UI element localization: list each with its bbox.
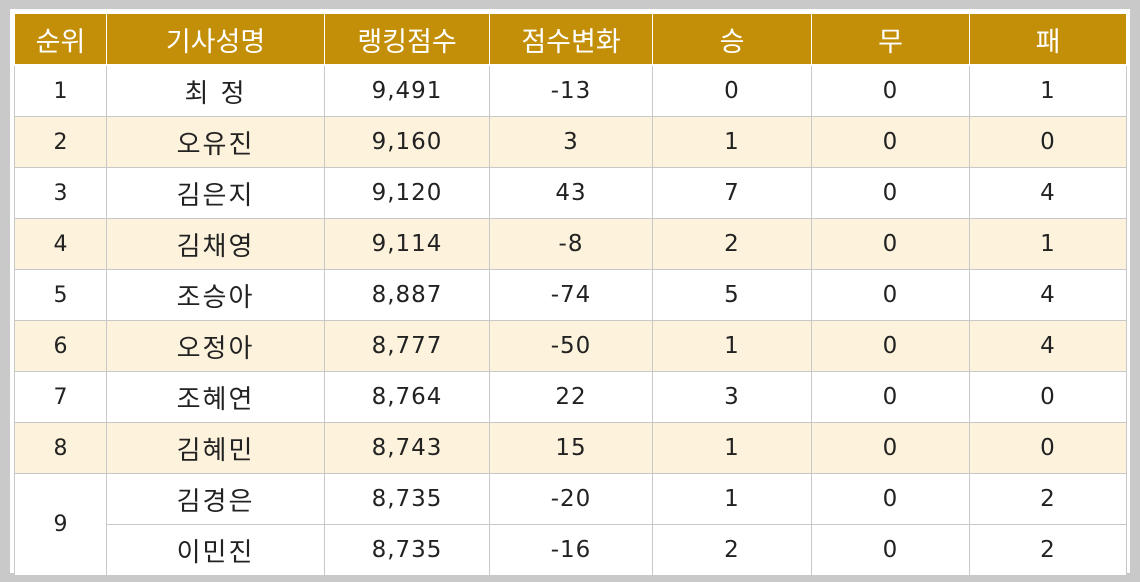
header-win: 승 [652,13,812,66]
rank-cell: 4 [14,218,107,270]
win-cell: 2 [652,218,812,270]
player-name-cell: 김혜민 [106,422,325,474]
draw-cell: 0 [811,64,970,117]
loss-cell: 4 [969,167,1127,219]
player-name-cell: 조승아 [106,269,325,321]
score-cell: 8,777 [324,320,490,372]
win-cell: 7 [652,167,812,219]
rank-cell: 6 [14,320,107,372]
table-row: 3 김은지 9,120 43 7 0 4 [14,167,1127,219]
change-cell: -13 [489,64,653,117]
rank-cell: 8 [14,422,107,474]
draw-cell: 0 [811,269,970,321]
score-cell: 8,735 [324,524,490,576]
loss-cell: 4 [969,269,1127,321]
score-cell: 8,764 [324,371,490,423]
change-cell: -74 [489,269,653,321]
header-rank: 순위 [14,13,107,66]
draw-cell: 0 [811,524,970,576]
table-row: 1 최 정 9,491 -13 0 0 1 [14,64,1127,117]
change-cell: -20 [489,473,653,525]
win-cell: 1 [652,116,812,168]
score-cell: 8,887 [324,269,490,321]
table-row: 2 오유진 9,160 3 1 0 0 [14,116,1127,168]
table-row: 5 조승아 8,887 -74 5 0 4 [14,269,1127,321]
header-draw: 무 [811,13,970,66]
change-cell: 43 [489,167,653,219]
loss-cell: 0 [969,422,1127,474]
rank-cell: 9 [14,473,107,576]
rank-cell: 2 [14,116,107,168]
player-name-cell: 김경은 [106,473,325,525]
score-cell: 9,491 [324,64,490,117]
header-score: 랭킹점수 [324,13,490,66]
change-cell: 3 [489,116,653,168]
score-cell: 8,743 [324,422,490,474]
loss-cell: 1 [969,218,1127,270]
win-cell: 2 [652,524,812,576]
player-name-cell: 김은지 [106,167,325,219]
loss-cell: 1 [969,64,1127,117]
score-cell: 9,114 [324,218,490,270]
table-row: 6 오정아 8,777 -50 1 0 4 [14,320,1127,372]
header-name: 기사성명 [106,13,325,66]
header-loss: 패 [969,13,1127,66]
win-cell: 1 [652,473,812,525]
draw-cell: 0 [811,422,970,474]
change-cell: -50 [489,320,653,372]
rank-cell: 3 [14,167,107,219]
table-frame: 순위 기사성명 랭킹점수 점수변화 승 무 패 1 최 정 9,491 -13 … [10,9,1130,576]
player-name-cell: 조혜연 [106,371,325,423]
player-name-cell: 최 정 [106,64,325,117]
rank-cell: 1 [14,64,107,117]
loss-cell: 0 [969,116,1127,168]
win-cell: 1 [652,320,812,372]
rank-cell: 5 [14,269,107,321]
table-row: 4 김채영 9,114 -8 2 0 1 [14,218,1127,270]
score-cell: 9,160 [324,116,490,168]
header-change: 점수변화 [489,13,653,66]
table-row: 9 김경은 8,735 -20 1 0 2 [14,473,1127,576]
win-cell: 3 [652,371,812,423]
table-row: 7 조혜연 8,764 22 3 0 0 [14,371,1127,423]
draw-cell: 0 [811,116,970,168]
loss-cell: 0 [969,371,1127,423]
win-cell: 0 [652,64,812,117]
change-cell: 22 [489,371,653,423]
loss-cell: 2 [969,524,1127,576]
player-name-cell: 김채영 [106,218,325,270]
draw-cell: 0 [811,473,970,525]
score-cell: 8,735 [324,473,490,525]
draw-cell: 0 [811,320,970,372]
draw-cell: 0 [811,167,970,219]
change-cell: -16 [489,524,653,576]
win-cell: 5 [652,269,812,321]
table-row: 이민진 8,735 -16 2 0 2 [15,524,1127,576]
loss-cell: 4 [969,320,1127,372]
header-row: 순위 기사성명 랭킹점수 점수변화 승 무 패 [14,13,1127,66]
loss-cell: 2 [969,473,1127,525]
table-row: 8 김혜민 8,743 15 1 0 0 [14,422,1127,474]
player-name-cell: 오유진 [106,116,325,168]
win-cell: 1 [652,422,812,474]
change-cell: 15 [489,422,653,474]
rank-cell: 7 [14,371,107,423]
player-name-cell: 이민진 [106,524,325,576]
player-name-cell: 오정아 [106,320,325,372]
score-cell: 9,120 [324,167,490,219]
ranking-table: 순위 기사성명 랭킹점수 점수변화 승 무 패 1 최 정 9,491 -13 … [14,13,1127,576]
draw-cell: 0 [811,218,970,270]
change-cell: -8 [489,218,653,270]
draw-cell: 0 [811,371,970,423]
